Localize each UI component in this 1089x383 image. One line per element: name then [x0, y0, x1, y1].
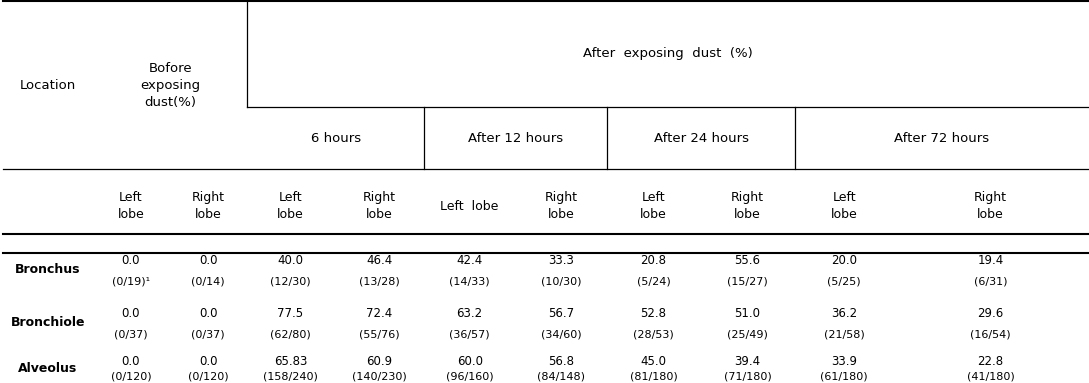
- Text: After  exposing  dust  (%): After exposing dust (%): [583, 47, 752, 60]
- Text: 40.0: 40.0: [278, 254, 304, 267]
- Text: 0.0: 0.0: [122, 307, 140, 320]
- Text: 22.8: 22.8: [978, 355, 1004, 368]
- Text: Left
lobe: Left lobe: [831, 191, 857, 221]
- Text: (55/76): (55/76): [358, 329, 400, 339]
- Text: (6/31): (6/31): [974, 277, 1007, 286]
- Text: 6 hours: 6 hours: [310, 132, 360, 144]
- Text: After 24 hours: After 24 hours: [653, 132, 749, 144]
- Text: (13/28): (13/28): [358, 277, 400, 286]
- Text: (0/14): (0/14): [192, 277, 224, 286]
- Text: 39.4: 39.4: [734, 355, 760, 368]
- Text: Right
lobe: Right lobe: [975, 191, 1007, 221]
- Text: (0/120): (0/120): [187, 372, 229, 381]
- Text: Bofore
exposing
dust(%): Bofore exposing dust(%): [140, 62, 200, 108]
- Text: (158/240): (158/240): [264, 372, 318, 381]
- Text: 56.7: 56.7: [548, 307, 574, 320]
- Text: (36/57): (36/57): [450, 329, 490, 339]
- Text: 51.0: 51.0: [734, 307, 760, 320]
- Text: 33.3: 33.3: [549, 254, 574, 267]
- Text: 0.0: 0.0: [199, 355, 218, 368]
- Text: 20.0: 20.0: [831, 254, 857, 267]
- Text: 77.5: 77.5: [278, 307, 304, 320]
- Text: 29.6: 29.6: [978, 307, 1004, 320]
- Text: Left
lobe: Left lobe: [278, 191, 304, 221]
- Text: Left
lobe: Left lobe: [640, 191, 666, 221]
- Text: 42.4: 42.4: [456, 254, 482, 267]
- Text: 56.8: 56.8: [549, 355, 574, 368]
- Text: 0.0: 0.0: [199, 254, 218, 267]
- Text: (34/60): (34/60): [541, 329, 582, 339]
- Text: 60.0: 60.0: [456, 355, 482, 368]
- Text: 65.83: 65.83: [273, 355, 307, 368]
- Text: (81/180): (81/180): [629, 372, 677, 381]
- Text: (21/58): (21/58): [823, 329, 865, 339]
- Text: After 72 hours: After 72 hours: [894, 132, 989, 144]
- Text: (140/230): (140/230): [352, 372, 406, 381]
- Text: (12/30): (12/30): [270, 277, 310, 286]
- Text: (28/53): (28/53): [633, 329, 674, 339]
- Text: Bronchiole: Bronchiole: [11, 316, 85, 329]
- Text: After 12 hours: After 12 hours: [468, 132, 563, 144]
- Text: 72.4: 72.4: [366, 307, 392, 320]
- Text: 63.2: 63.2: [456, 307, 482, 320]
- Text: (62/80): (62/80): [270, 329, 311, 339]
- Text: (10/30): (10/30): [541, 277, 582, 286]
- Text: 19.4: 19.4: [978, 254, 1004, 267]
- Text: (71/180): (71/180): [723, 372, 771, 381]
- Text: 45.0: 45.0: [640, 355, 666, 368]
- Text: Right
lobe: Right lobe: [363, 191, 395, 221]
- Text: Bronchus: Bronchus: [15, 263, 81, 276]
- Text: Left
lobe: Left lobe: [118, 191, 145, 221]
- Text: (14/33): (14/33): [450, 277, 490, 286]
- Text: (84/148): (84/148): [537, 372, 586, 381]
- Text: Right
lobe: Right lobe: [192, 191, 224, 221]
- Text: 20.8: 20.8: [640, 254, 666, 267]
- Text: Right
lobe: Right lobe: [731, 191, 764, 221]
- Text: 33.9: 33.9: [831, 355, 857, 368]
- Text: (16/54): (16/54): [970, 329, 1011, 339]
- Text: 0.0: 0.0: [122, 355, 140, 368]
- Text: (0/120): (0/120): [111, 372, 151, 381]
- Text: (5/25): (5/25): [828, 277, 861, 286]
- Text: 60.9: 60.9: [366, 355, 392, 368]
- Text: (61/180): (61/180): [820, 372, 868, 381]
- Text: Left  lobe: Left lobe: [440, 200, 499, 213]
- Text: 36.2: 36.2: [831, 307, 857, 320]
- Text: Alveolus: Alveolus: [19, 362, 77, 375]
- Text: (5/24): (5/24): [637, 277, 671, 286]
- Text: Right
lobe: Right lobe: [544, 191, 578, 221]
- Text: (0/19)¹: (0/19)¹: [112, 277, 150, 286]
- Text: 55.6: 55.6: [734, 254, 760, 267]
- Text: 0.0: 0.0: [122, 254, 140, 267]
- Text: Location: Location: [20, 79, 76, 92]
- Text: 46.4: 46.4: [366, 254, 392, 267]
- Text: (15/27): (15/27): [727, 277, 768, 286]
- Text: (0/37): (0/37): [114, 329, 148, 339]
- Text: (25/49): (25/49): [727, 329, 768, 339]
- Text: (0/37): (0/37): [192, 329, 224, 339]
- Text: 0.0: 0.0: [199, 307, 218, 320]
- Text: (41/180): (41/180): [967, 372, 1015, 381]
- Text: (96/160): (96/160): [445, 372, 493, 381]
- Text: 52.8: 52.8: [640, 307, 666, 320]
